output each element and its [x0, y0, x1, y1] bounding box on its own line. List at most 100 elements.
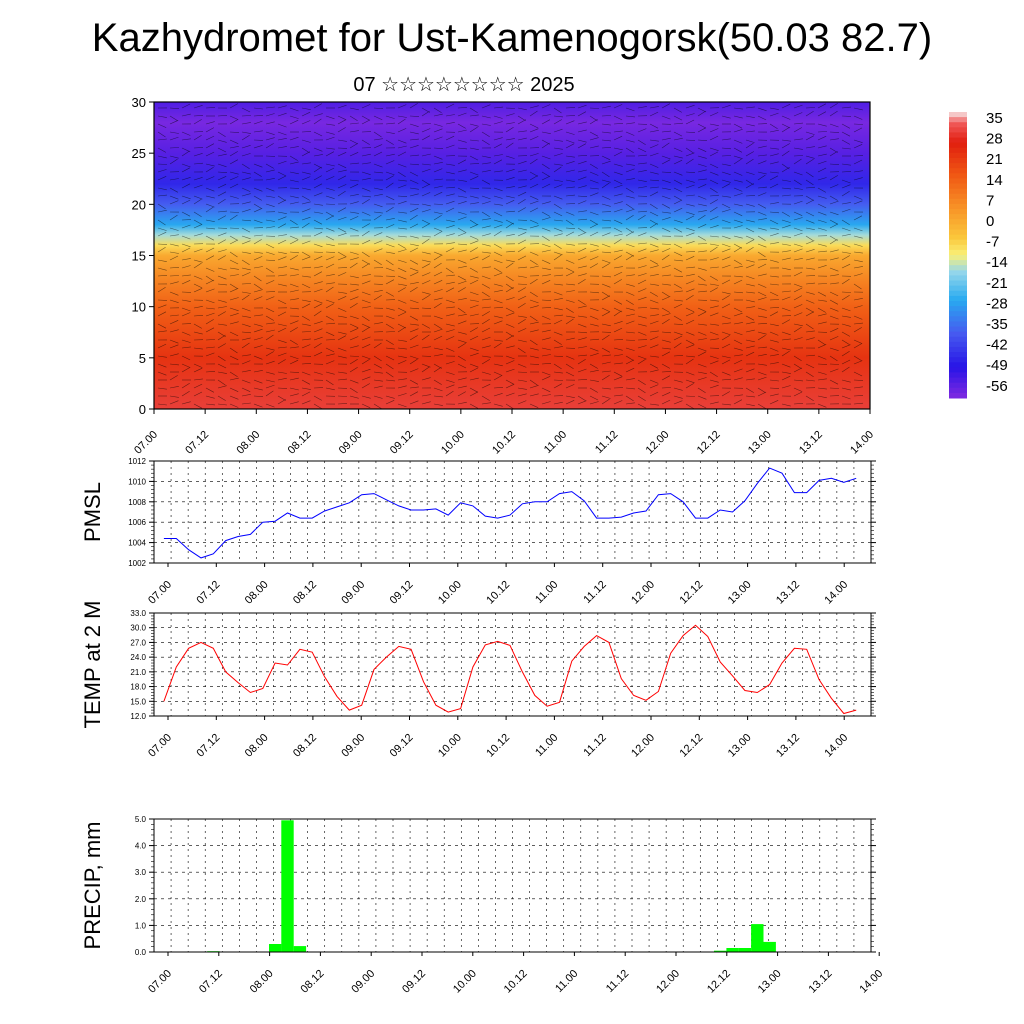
colorbar-swatch — [949, 209, 967, 215]
colorbar-swatch — [949, 372, 967, 379]
colorbar-label: 28 — [986, 131, 1003, 148]
colorbar-swatch — [949, 326, 967, 333]
y-tick-label: 0 — [139, 402, 146, 417]
x-tick-label: 13.12 — [797, 429, 825, 457]
y-tick-label: 1.0 — [135, 921, 147, 930]
x-tick-label: 14.00 — [822, 579, 850, 607]
x-tick-label: 09.12 — [388, 429, 416, 457]
colorbar-swatch — [949, 295, 967, 302]
x-tick-label: 08.12 — [286, 429, 314, 457]
colorbar-swatch — [949, 239, 967, 246]
y-tick-label: 5 — [139, 351, 146, 366]
colorbar-label: -42 — [986, 337, 1008, 354]
x-tick-label: 07.12 — [197, 968, 225, 996]
series-line — [163, 624, 857, 715]
x-tick-label: 09.12 — [388, 732, 416, 760]
x-tick-label: 09.12 — [400, 968, 428, 996]
colorbar-swatch — [949, 275, 967, 282]
colorbar-swatch — [949, 122, 967, 128]
colorbar-label: -49 — [986, 357, 1008, 374]
x-tick-label: 14.00 — [822, 732, 850, 760]
y-tick-label: 30 — [132, 95, 146, 110]
colorbar-swatch — [949, 280, 967, 287]
colorbar-swatch — [949, 163, 967, 169]
y-tick-label: 5.0 — [135, 815, 147, 824]
colorbar-swatch — [949, 137, 967, 144]
x-tick-label: 08.12 — [291, 732, 319, 760]
x-tick-label: 09.00 — [339, 732, 367, 760]
colorbar-swatch — [949, 198, 967, 205]
x-tick-label: 14.00 — [848, 429, 876, 457]
colorbar-swatch — [949, 352, 967, 358]
precip-bar — [751, 924, 764, 952]
y-tick-label: 25 — [132, 146, 146, 161]
y-tick-label: 1008 — [128, 498, 146, 507]
colorbar-swatch — [949, 219, 967, 225]
colorbar-swatch — [949, 173, 967, 179]
x-tick-label: 07.00 — [146, 579, 174, 607]
colorbar-swatch — [949, 132, 967, 139]
x-tick-label: 07.12 — [194, 579, 222, 607]
x-tick-label: 12.00 — [654, 968, 682, 996]
y-axis-title: PRECIP, mm — [80, 822, 105, 950]
x-tick-label: 08.00 — [243, 732, 271, 760]
y-axis-title: PMSL — [80, 482, 105, 542]
colorbar-swatch — [949, 127, 967, 133]
x-tick-label: 08.00 — [234, 429, 262, 457]
y-tick-label: 15 — [132, 249, 146, 264]
colorbar-swatch — [949, 249, 967, 256]
colorbar-swatch — [949, 214, 967, 220]
x-tick-label: 08.12 — [299, 968, 327, 996]
colorbar — [949, 112, 967, 399]
wind-field — [157, 103, 864, 410]
x-tick-label: 07.12 — [194, 732, 222, 760]
colorbar-label: 14 — [986, 172, 1003, 189]
colorbar-swatch — [949, 188, 967, 195]
colorbar-label: -28 — [986, 295, 1008, 312]
x-tick-label: 11.00 — [533, 732, 560, 759]
x-tick-label: 13.12 — [774, 732, 802, 760]
colorbar-swatch — [949, 346, 967, 353]
y-tick-label: 1006 — [128, 518, 146, 527]
precip-bar — [738, 948, 752, 952]
x-tick-label: 12.00 — [629, 579, 657, 607]
temp-at-2-m-panel — [149, 612, 876, 720]
x-tick-label: 08.00 — [243, 579, 271, 607]
y-tick-label: 10 — [132, 300, 146, 315]
colorbar-swatch — [949, 290, 967, 297]
precip-bar — [269, 944, 282, 952]
chart-subtitle: 07 ☆☆☆☆☆☆☆☆ 2025 — [353, 74, 575, 96]
precip-bar — [281, 820, 294, 952]
y-tick-label: 2.0 — [135, 895, 147, 904]
x-tick-label: 07.00 — [146, 732, 174, 760]
y-tick-label: 20 — [132, 197, 146, 212]
y-tick-label: 4.0 — [135, 842, 147, 851]
x-tick-label: 10.00 — [439, 429, 467, 457]
x-tick-label: 09.00 — [337, 429, 365, 457]
colorbar-swatch — [949, 112, 967, 118]
x-tick-label: 13.00 — [726, 732, 754, 760]
colorbar-swatch — [949, 321, 967, 327]
x-tick-label: 08.12 — [291, 579, 319, 607]
colorbar-swatch — [949, 306, 967, 312]
colorbar-label: -14 — [986, 254, 1008, 271]
pmsl-panel — [149, 460, 876, 567]
x-tick-label: 10.00 — [436, 732, 464, 760]
precip-bar — [763, 941, 776, 952]
colorbar-swatch — [949, 244, 967, 251]
y-tick-label: 21.0 — [130, 668, 146, 677]
x-tick-label: 12.12 — [695, 429, 723, 457]
colorbar-label: -21 — [986, 275, 1008, 292]
y-tick-label: 33.0 — [130, 609, 146, 618]
y-tick-label: 18.0 — [130, 683, 146, 692]
colorbar-swatch — [949, 117, 967, 123]
y-tick-label: 1010 — [128, 477, 146, 486]
colorbar-swatch — [949, 270, 967, 276]
colorbar-swatch — [949, 152, 967, 159]
x-tick-label: 09.12 — [388, 579, 416, 607]
panel-frame — [153, 612, 872, 717]
x-tick-label: 12.12 — [677, 732, 705, 760]
colorbar-swatch — [949, 142, 967, 149]
colorbar-swatch — [949, 255, 967, 261]
colorbar-swatch — [949, 265, 967, 271]
